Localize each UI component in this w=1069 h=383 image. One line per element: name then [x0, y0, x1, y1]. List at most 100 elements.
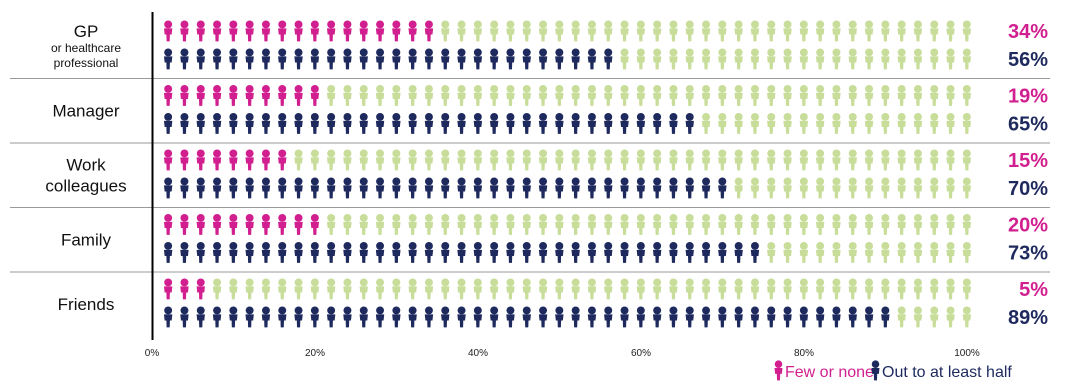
person-icon-empty [783, 177, 792, 199]
person-icon-empty [946, 241, 955, 263]
person-icon-empty [750, 213, 760, 235]
person-icon-filled [473, 48, 483, 70]
person-icon-filled [620, 241, 629, 263]
person-icon-empty [897, 278, 906, 300]
person-icon-filled [294, 306, 303, 328]
category-label: Family [61, 231, 112, 250]
person-icon-filled [652, 112, 662, 134]
person-icon-filled [278, 213, 287, 235]
person-icon-filled [489, 241, 499, 263]
category-label: Work [66, 156, 106, 175]
person-icon-filled [212, 48, 222, 70]
person-icon-empty [799, 84, 809, 106]
person-icon-filled [163, 84, 173, 106]
person-icon-empty [897, 48, 906, 70]
person-icon-empty [457, 278, 466, 300]
person-icon-filled [310, 20, 320, 42]
person-icon-empty [441, 149, 450, 171]
person-icon-empty [815, 177, 825, 199]
person-icon-empty [424, 84, 434, 106]
person-icon-filled [163, 213, 173, 235]
person-icon-filled [163, 149, 173, 171]
person-icon-filled [196, 306, 205, 328]
person-icon-filled [620, 177, 629, 199]
person-icon-empty [538, 20, 548, 42]
person-icon-empty [734, 177, 743, 199]
person-icon-empty [815, 84, 825, 106]
person-icon-empty [620, 278, 629, 300]
percent-label: 89% [1008, 307, 1048, 329]
person-icon-filled [163, 112, 173, 134]
person-icon-empty [473, 278, 483, 300]
person-icon-filled [326, 112, 336, 134]
person-icon-empty [799, 241, 809, 263]
person-icon-filled [375, 112, 385, 134]
person-icon-empty [620, 48, 629, 70]
percent-labels: 34% 56% 19% 65% 15% 70% 20% 73% 5% 89% [1008, 21, 1048, 329]
person-icon-filled [473, 177, 483, 199]
person-icon-empty [229, 278, 238, 300]
person-icon-filled [652, 177, 662, 199]
person-icon-empty [783, 48, 792, 70]
icon-row [163, 20, 972, 42]
x-tick-label: 20% [305, 348, 325, 359]
percent-label: 20% [1008, 215, 1048, 237]
person-icon-empty [489, 84, 499, 106]
person-icon-filled [734, 241, 743, 263]
person-icon-empty [962, 84, 972, 106]
person-icon-empty [587, 278, 597, 300]
person-icon-filled [261, 149, 271, 171]
person-icon-empty [767, 20, 776, 42]
person-icon-filled [245, 149, 254, 171]
person-icon-empty [913, 84, 923, 106]
person-icon-empty [278, 278, 287, 300]
person-icon-empty [946, 213, 955, 235]
person-icon-filled [392, 20, 401, 42]
category-label: Friends [58, 295, 115, 314]
person-icon-empty [962, 149, 972, 171]
person-icon-filled [163, 278, 173, 300]
person-icon-filled [620, 306, 629, 328]
person-icon-filled [375, 177, 385, 199]
person-icon-filled [278, 84, 287, 106]
category-label: colleagues [45, 177, 126, 196]
person-icon-filled [212, 306, 222, 328]
person-icon-filled [245, 20, 254, 42]
person-icon-filled [424, 306, 434, 328]
percent-label: 5% [1019, 279, 1048, 301]
person-icon-filled [261, 112, 271, 134]
percent-label: 70% [1008, 178, 1048, 200]
person-icon-empty [310, 149, 320, 171]
percent-label: 19% [1008, 86, 1048, 108]
person-icon-filled [538, 241, 548, 263]
person-icon-filled [571, 112, 580, 134]
person-icon-empty [930, 20, 939, 42]
person-icon-filled [522, 112, 531, 134]
person-icon-empty [718, 48, 727, 70]
person-icon-empty [441, 20, 450, 42]
person-icon-empty [783, 241, 792, 263]
person-icon-empty [832, 84, 841, 106]
person-icon-empty [848, 112, 857, 134]
person-icon-filled [196, 112, 205, 134]
person-icon-empty [571, 149, 580, 171]
person-icon-empty [881, 278, 890, 300]
person-icon-filled [245, 241, 254, 263]
person-icon-filled [310, 306, 320, 328]
person-icon-empty [832, 149, 841, 171]
person-icon-empty [359, 84, 368, 106]
person-icon-filled [424, 48, 434, 70]
percent-label: 56% [1008, 49, 1048, 71]
person-icon-empty [930, 213, 939, 235]
person-icon-filled [408, 48, 417, 70]
person-icon-empty [522, 278, 531, 300]
person-icon-filled [571, 48, 580, 70]
person-icon-empty [897, 306, 906, 328]
person-icon-filled [555, 306, 564, 328]
person-icon-empty [473, 213, 483, 235]
person-icon-filled [375, 20, 385, 42]
person-icon-empty [375, 149, 385, 171]
person-icon-empty [587, 84, 597, 106]
person-icon-filled [669, 177, 678, 199]
person-icon-filled [506, 306, 515, 328]
